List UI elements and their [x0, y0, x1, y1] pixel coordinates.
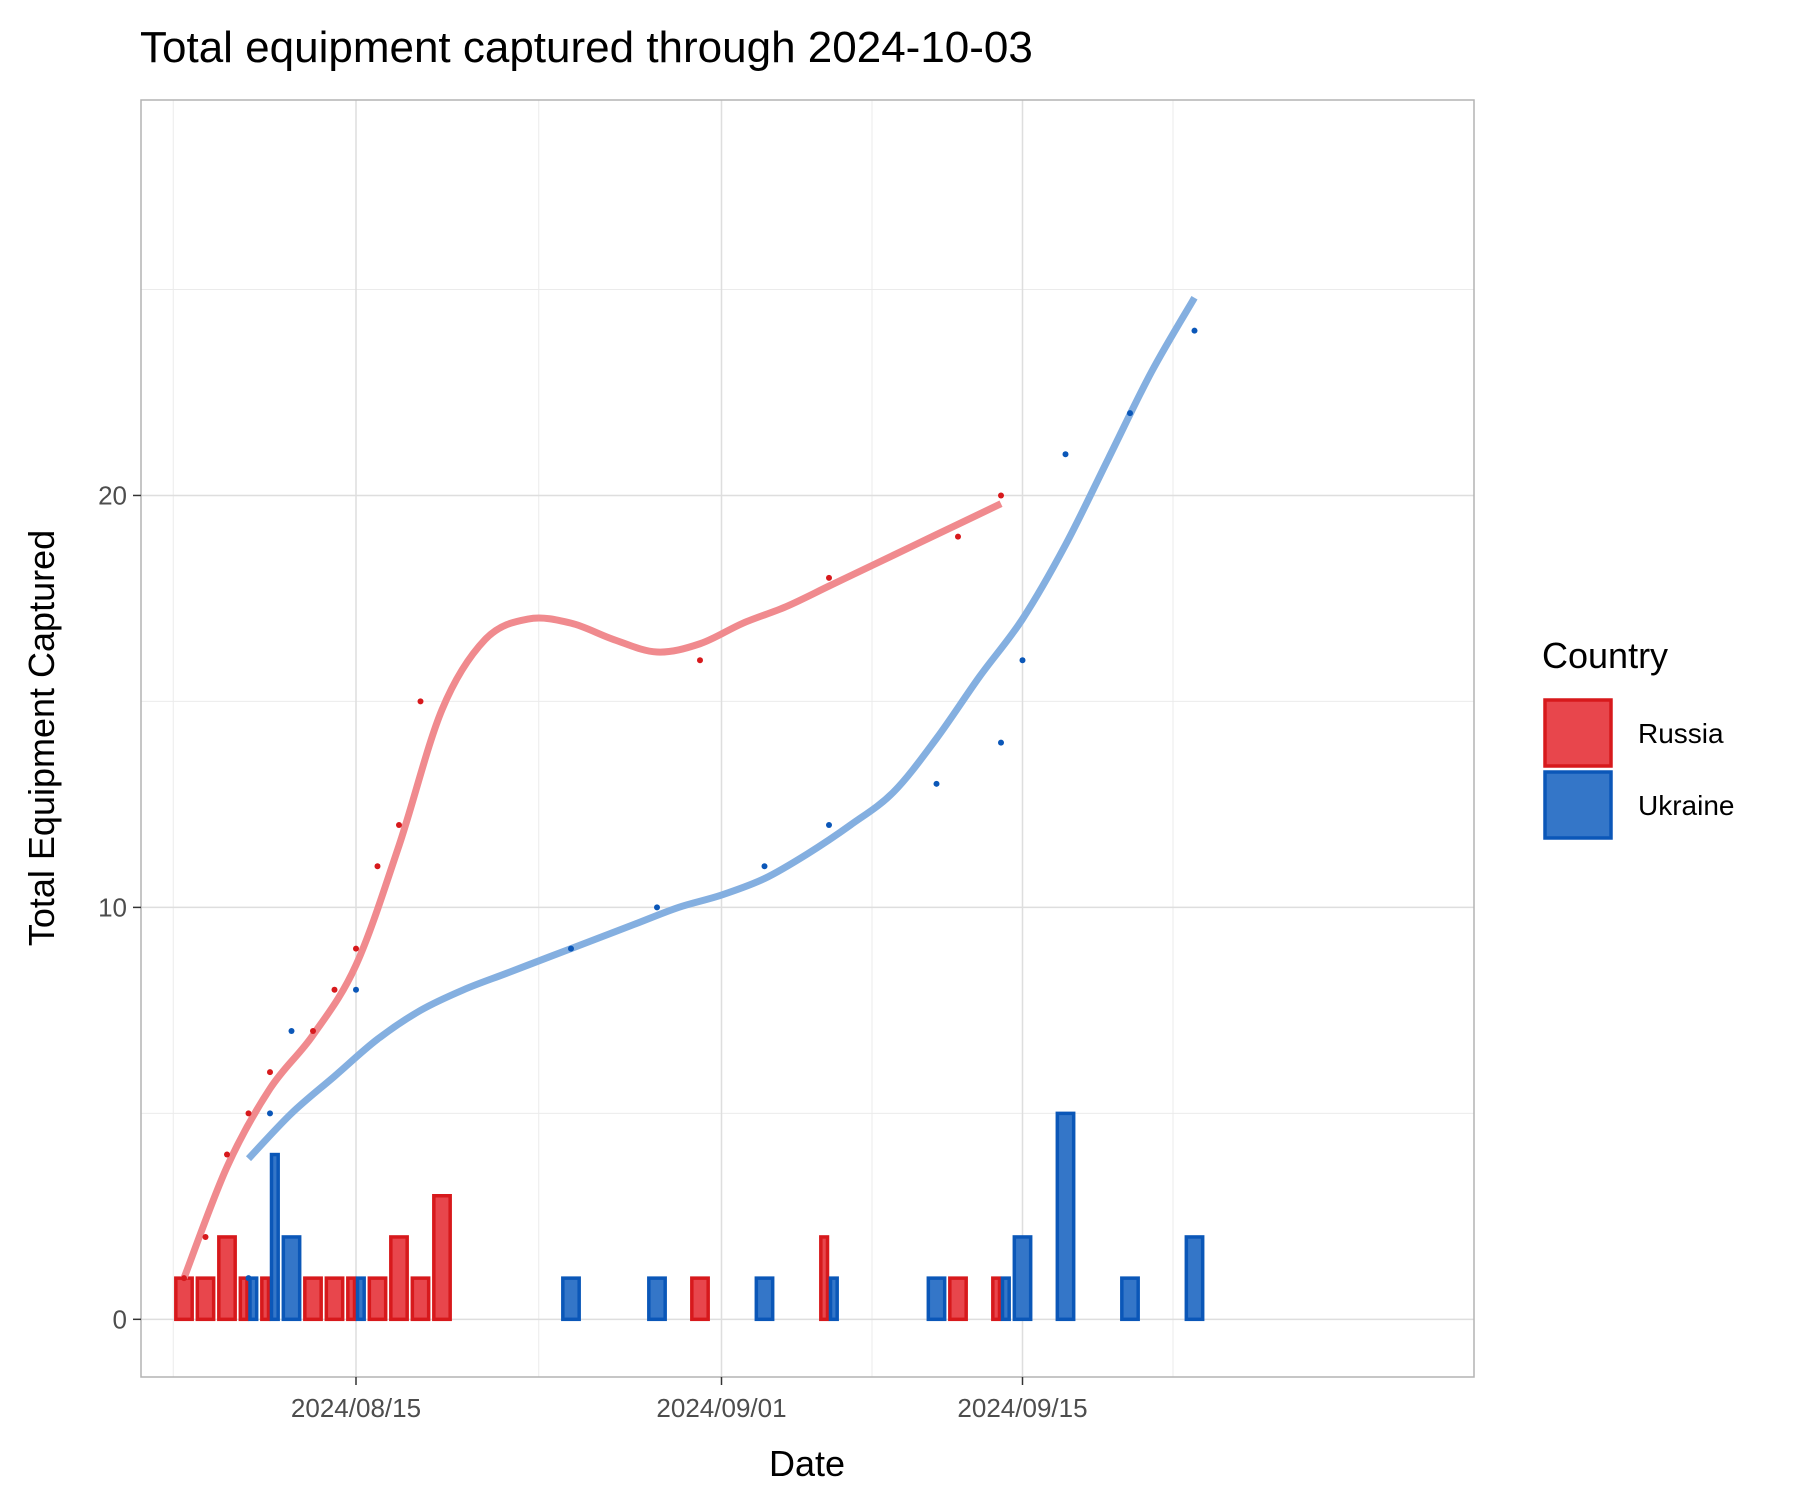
bar-russia — [410, 1276, 431, 1322]
bar-ukraine — [647, 1276, 667, 1322]
y-axis-title: Total Equipment Captured — [21, 530, 62, 946]
bar-ukraine — [926, 1276, 947, 1322]
bar-russia — [991, 1276, 1002, 1322]
bar-russia — [367, 1276, 388, 1322]
bar-ukraine — [281, 1235, 302, 1322]
point-ukraine — [826, 822, 832, 829]
plot-border — [140, 99, 1475, 1378]
point-russia — [310, 1027, 316, 1034]
point-russia — [181, 1275, 187, 1282]
point-ukraine — [288, 1027, 295, 1034]
bar-ukraine — [248, 1276, 259, 1322]
point-russia — [202, 1233, 209, 1240]
point-ukraine — [998, 739, 1004, 746]
bar-ukraine — [1055, 1111, 1076, 1322]
bars — [174, 1111, 1205, 1322]
point-ukraine — [1019, 657, 1026, 664]
bar-russia — [432, 1193, 452, 1322]
x-axis-ticks: 2024/08/15 2024/09/01 2024/09/15 — [291, 1377, 1088, 1423]
bar-russia — [389, 1235, 409, 1322]
bar-ukraine — [754, 1276, 775, 1322]
legend-title: Country — [1542, 635, 1668, 676]
point-ukraine — [245, 1275, 252, 1282]
x-tick-label: 2024/09/01 — [656, 1393, 786, 1423]
point-ukraine — [761, 863, 768, 870]
point-ukraine — [654, 904, 660, 911]
bar-russia — [948, 1276, 968, 1322]
bar-ukraine — [561, 1276, 581, 1322]
bar-ukraine — [1120, 1276, 1140, 1322]
chart-title: Total equipment captured through 2024-10… — [140, 23, 1033, 72]
cumulative-points — [181, 327, 1198, 1282]
point-ukraine — [353, 986, 359, 993]
bar-russia — [174, 1276, 194, 1322]
legend-key-ukraine — [1543, 770, 1613, 840]
point-russia — [697, 657, 703, 664]
bar-russia — [324, 1276, 345, 1322]
y-tick-label: 10 — [98, 892, 127, 922]
point-ukraine — [1191, 327, 1198, 334]
x-tick-label: 2024/09/15 — [957, 1393, 1087, 1423]
bar-ukraine — [355, 1276, 366, 1322]
bar-russia — [346, 1276, 357, 1322]
point-russia — [998, 492, 1004, 499]
y-tick-label: 20 — [98, 480, 127, 510]
y-axis-ticks: 0 10 20 — [98, 480, 141, 1334]
point-russia — [955, 533, 961, 540]
bar-ukraine — [1184, 1235, 1205, 1322]
bar-russia — [690, 1276, 710, 1322]
bar-russia — [260, 1276, 271, 1322]
point-russia — [826, 574, 832, 581]
x-axis-title: Date — [769, 1443, 845, 1484]
bar-russia — [303, 1276, 323, 1322]
y-tick-label: 0 — [113, 1304, 127, 1334]
point-russia — [396, 822, 402, 829]
point-russia — [353, 945, 359, 952]
smooth-line-ukraine — [245, 295, 1198, 1162]
smooth-lines — [180, 295, 1198, 1280]
point-russia — [331, 986, 338, 993]
bar-russia — [217, 1235, 237, 1322]
legend-label-ukraine: Ukraine — [1638, 790, 1734, 821]
point-russia — [374, 863, 381, 870]
legend-key-russia — [1543, 698, 1613, 768]
point-russia — [224, 1151, 230, 1158]
legend: Country Russia Ukraine — [1542, 635, 1734, 840]
point-russia — [417, 698, 424, 705]
point-ukraine — [1062, 451, 1069, 458]
point-ukraine — [1127, 410, 1133, 417]
bar-russia — [819, 1235, 830, 1322]
bar-russia — [195, 1276, 216, 1322]
point-russia — [267, 1069, 273, 1076]
point-ukraine — [267, 1110, 273, 1117]
bar-ukraine — [828, 1276, 839, 1322]
point-ukraine — [568, 945, 574, 952]
point-ukraine — [933, 780, 940, 787]
legend-label-russia: Russia — [1638, 718, 1724, 749]
bar-ukraine — [1012, 1235, 1033, 1322]
bar-ukraine — [269, 1152, 280, 1322]
grid — [141, 100, 1474, 1377]
smooth-line-russia — [180, 500, 1003, 1280]
bar-russia — [238, 1276, 249, 1322]
bar-ukraine — [1000, 1276, 1011, 1322]
point-russia — [245, 1110, 252, 1117]
x-tick-label: 2024/08/15 — [291, 1393, 421, 1423]
